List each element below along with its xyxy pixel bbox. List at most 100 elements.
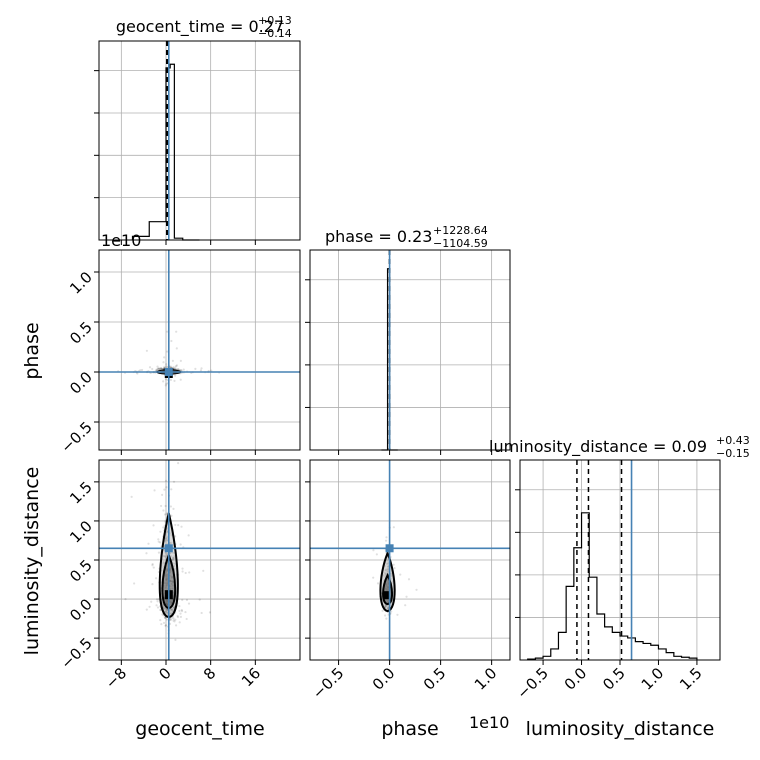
scatter-geocent-time-vs-luminosity-distance-point-270 [174, 523, 177, 527]
scatter-geocent-time-vs-luminosity-distance-point-369 [163, 555, 166, 558]
scatter-geocent-time-vs-luminosity-distance-point-209 [170, 608, 173, 611]
scatter-phase-vs-luminosity-distance-point-120 [384, 568, 388, 571]
hist-phase-frame [309, 249, 511, 451]
scatter-geocent-time-vs-luminosity-distance-point-204 [172, 557, 175, 560]
scatter-phase-vs-luminosity-distance-point-108 [372, 549, 375, 552]
hist-luminosity-distance-xtick-label-1: 0.0 [561, 664, 591, 694]
scatter-geocent-time-vs-luminosity-distance-point-594 [171, 610, 174, 613]
scatter-geocent-time-vs-phase-point-588 [165, 365, 168, 368]
scatter-geocent-time-vs-luminosity-distance-point-157 [124, 597, 127, 601]
scatter-geocent-time-vs-luminosity-distance-point-409 [151, 582, 154, 586]
scatter-geocent-time-vs-phase-ytick-label-3: 1.0 [66, 268, 96, 298]
scatter-geocent-time-vs-phase-point-87 [162, 380, 165, 383]
scatter-geocent-time-vs-luminosity-distance-point-113 [171, 609, 174, 613]
scatter-geocent-time-vs-phase-point-136 [156, 367, 160, 370]
scatter-geocent-time-vs-phase-point-387 [173, 374, 177, 377]
scatter-geocent-time-vs-luminosity-distance-point-47 [164, 537, 167, 540]
hist-luminosity-distance-xtick-label-0: −0.5 [513, 664, 551, 702]
scatter-geocent-time-vs-luminosity-distance-point-262 [164, 624, 167, 627]
scatter-geocent-time-vs-phase-truth-marker [164, 368, 173, 376]
scatter-geocent-time-vs-phase-point-319 [162, 361, 165, 364]
title-phase-sup: +1228.64 [433, 224, 488, 237]
scatter-geocent-time-vs-luminosity-distance-point-447 [158, 541, 162, 544]
ylabel-luminosity-distance: luminosity_distance [21, 467, 43, 656]
title-luminosity-distance-sub: −0.15 [716, 447, 750, 460]
scatter-geocent-time-vs-luminosity-distance-point-571 [169, 618, 172, 622]
scatter-geocent-time-vs-phase-point-439 [172, 367, 175, 370]
scatter-phase-vs-luminosity-distance-point-49 [384, 604, 388, 607]
scatter-geocent-time-vs-phase-point-492 [159, 367, 162, 370]
scatter-geocent-time-vs-phase-point-185 [157, 367, 160, 370]
scatter-phase-vs-luminosity-distance-point-16 [386, 559, 389, 562]
scatter-geocent-time-vs-luminosity-distance-point-341 [179, 543, 182, 546]
phase-y-offset-label: 1e10 [101, 231, 141, 250]
scatter-geocent-time-vs-phase-point-413 [170, 339, 173, 343]
scatter-geocent-time-vs-phase-point-333 [182, 368, 185, 371]
scatter-geocent-time-vs-phase-point-234 [163, 365, 166, 368]
scatter-geocent-time-vs-luminosity-distance-point-110 [148, 605, 151, 608]
scatter-geocent-time-vs-phase-point-29 [162, 367, 165, 370]
title-luminosity-distance-sup: +0.43 [716, 434, 750, 447]
scatter-geocent-time-vs-luminosity-distance-point-370 [155, 604, 158, 607]
scatter-geocent-time-vs-phase-point-162 [175, 364, 178, 368]
scatter-geocent-time-vs-phase-point-59 [166, 330, 169, 333]
scatter-geocent-time-vs-phase-frame [98, 249, 301, 451]
scatter-geocent-time-vs-phase-point-432 [169, 378, 173, 381]
scatter-geocent-time-vs-luminosity-distance-point-366 [173, 554, 176, 558]
scatter-geocent-time-vs-phase-point-41 [140, 368, 144, 372]
scatter-phase-vs-luminosity-distance-point-10 [381, 609, 384, 612]
scatter-geocent-time-vs-phase-point-487 [171, 359, 174, 362]
scatter-geocent-time-vs-luminosity-distance-xtick-label-3: 16 [238, 664, 264, 690]
scatter-geocent-time-vs-luminosity-distance-point-247 [173, 620, 176, 623]
scatter-phase-vs-luminosity-distance-point-158 [387, 606, 390, 610]
xlabel-geocent-time: geocent_time [135, 718, 264, 740]
scatter-geocent-time-vs-phase-point-544 [155, 368, 158, 371]
scatter-geocent-time-vs-luminosity-distance-point-194 [170, 534, 173, 537]
scatter-geocent-time-vs-phase-ytick-label-1: 0.0 [66, 368, 96, 398]
scatter-geocent-time-vs-luminosity-distance-point-118 [147, 542, 150, 545]
scatter-geocent-time-vs-luminosity-distance-point-88 [166, 608, 169, 611]
scatter-geocent-time-vs-luminosity-distance-point-367 [174, 618, 177, 621]
scatter-phase-vs-luminosity-distance-point-113 [386, 607, 389, 610]
scatter-geocent-time-vs-luminosity-distance-point-393 [180, 525, 183, 528]
hist-luminosity-distance-xtick-label-4: 1.5 [676, 664, 706, 694]
scatter-phase-vs-luminosity-distance-point-153 [386, 570, 389, 573]
scatter-geocent-time-vs-luminosity-distance-point-244 [130, 495, 133, 498]
xlabel-phase: phase [381, 718, 438, 740]
scatter-geocent-time-vs-luminosity-distance-point-74 [185, 598, 189, 602]
scatter-phase-vs-luminosity-distance-point-145 [405, 595, 408, 598]
scatter-geocent-time-vs-luminosity-distance-point-587 [133, 582, 136, 585]
scatter-geocent-time-vs-luminosity-distance-point-294 [162, 560, 165, 564]
scatter-geocent-time-vs-luminosity-distance-point-475 [187, 602, 191, 605]
scatter-geocent-time-vs-luminosity-distance-point-568 [163, 513, 167, 516]
scatter-phase-vs-luminosity-distance-point-43 [384, 573, 387, 576]
scatter-geocent-time-vs-luminosity-distance-point-444 [156, 600, 159, 603]
scatter-geocent-time-vs-luminosity-distance-point-300 [176, 614, 179, 618]
scatter-geocent-time-vs-luminosity-distance-point-554 [172, 480, 176, 483]
scatter-geocent-time-vs-luminosity-distance-point-411 [169, 618, 173, 621]
scatter-geocent-time-vs-luminosity-distance-point-550 [159, 608, 162, 612]
scatter-phase-vs-luminosity-distance-point-110 [386, 570, 389, 573]
scatter-phase-vs-luminosity-distance-point-4 [386, 568, 390, 571]
scatter-geocent-time-vs-luminosity-distance-point-107 [174, 535, 177, 538]
scatter-geocent-time-vs-luminosity-distance-point-534 [162, 607, 165, 610]
scatter-geocent-time-vs-luminosity-distance-point-14 [170, 608, 173, 611]
scatter-geocent-time-vs-luminosity-distance-point-507 [173, 567, 176, 570]
panels-layer: −0.5 0.0 0.5 1.0 1.5 −0.5 0.0 0.5 1.0 −0.5 0.0 0.5 1… [57, 40, 721, 703]
scatter-geocent-time-vs-phase-point-581 [148, 366, 152, 369]
scatter-geocent-time-vs-luminosity-distance-point-269 [164, 610, 167, 614]
scatter-phase-vs-luminosity-distance-point-57 [386, 562, 390, 565]
scatter-geocent-time-vs-luminosity-distance-xtick-label-2: 8 [200, 664, 219, 683]
scatter-geocent-time-vs-luminosity-distance-point-25 [145, 552, 148, 555]
scatter-geocent-time-vs-luminosity-distance-point-480 [164, 551, 167, 555]
scatter-geocent-time-vs-luminosity-distance-point-545 [187, 534, 190, 537]
scatter-geocent-time-vs-luminosity-distance-point-327 [162, 548, 166, 551]
scatter-phase-vs-luminosity-distance-point-31 [372, 576, 375, 579]
scatter-geocent-time-vs-phase-point-140 [163, 356, 166, 359]
scatter-geocent-time-vs-luminosity-distance-point-565 [164, 479, 168, 482]
scatter-geocent-time-vs-phase-point-194 [210, 369, 213, 372]
scatter-geocent-time-vs-luminosity-distance-point-287 [152, 524, 155, 527]
scatter-geocent-time-vs-phase-point-48 [158, 367, 161, 370]
scatter-phase-vs-luminosity-distance-point-157 [383, 571, 386, 574]
scatter-geocent-time-vs-phase-point-18 [200, 367, 203, 370]
